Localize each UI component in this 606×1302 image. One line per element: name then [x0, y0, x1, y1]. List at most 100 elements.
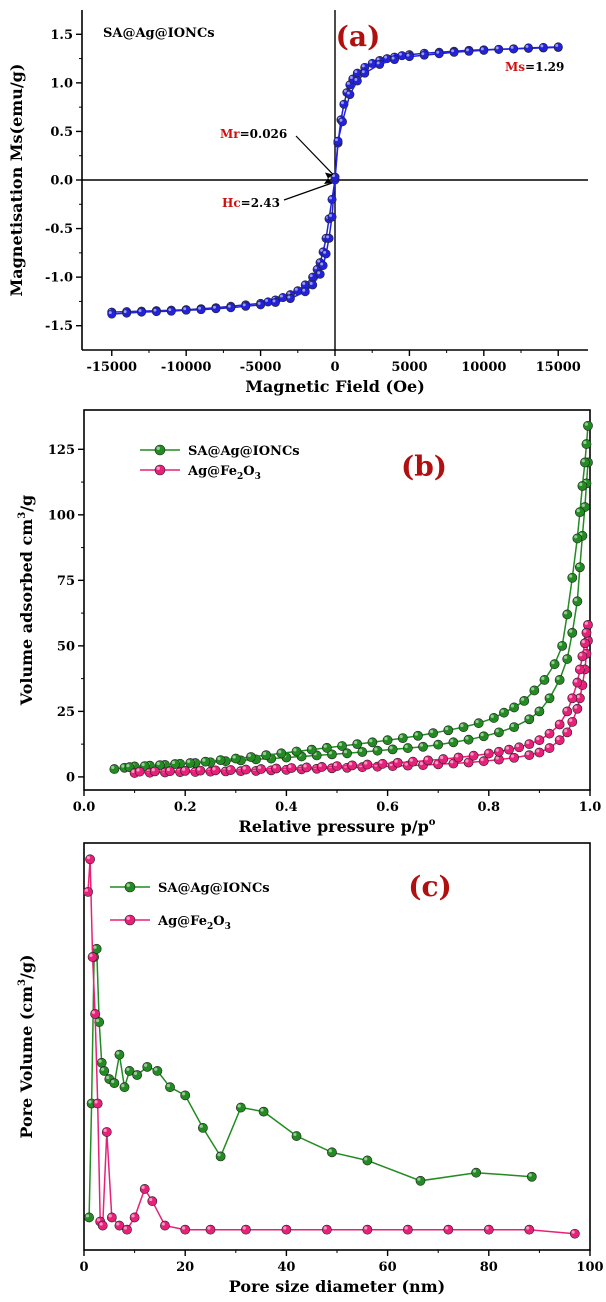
data-point-highlight: [121, 1083, 125, 1088]
data-point-highlight: [551, 660, 555, 665]
data-point-highlight: [154, 1067, 158, 1071]
data-point-highlight: [495, 729, 499, 733]
data-point-highlight: [317, 259, 321, 263]
data-point-highlight: [526, 716, 530, 720]
data-point: [129, 1212, 140, 1223]
hc-annotation: Hc=2.43: [222, 196, 280, 210]
data-point: [230, 753, 241, 764]
y-tick-label: -0.5: [45, 222, 73, 237]
x-tick-label: 15000: [536, 360, 581, 375]
data-point: [483, 1224, 494, 1235]
data-point-highlight: [262, 751, 267, 756]
data-point: [362, 1224, 373, 1235]
data-point-highlight: [404, 762, 408, 766]
data-point: [332, 761, 342, 772]
data-point-highlight: [576, 508, 580, 513]
data-point-highlight: [579, 482, 583, 487]
data-point-highlight: [536, 749, 540, 753]
data-point: [544, 693, 555, 704]
data-point: [276, 748, 287, 759]
data-point: [225, 765, 236, 775]
data-point-highlight: [583, 440, 587, 445]
data-point-highlight: [546, 695, 550, 699]
data-point-highlight: [569, 695, 573, 699]
data-point-highlight: [338, 742, 343, 746]
data-point-highlight: [359, 748, 363, 752]
data-point-highlight: [424, 757, 429, 761]
legend-label-sub: 3: [255, 472, 261, 482]
data-point: [195, 765, 206, 776]
data-point: [180, 1224, 191, 1235]
data-point-highlight: [346, 81, 350, 85]
data-point: [166, 306, 176, 316]
x-tick-label: 100: [576, 1260, 603, 1275]
data-point: [149, 766, 160, 777]
data-point-highlight: [166, 767, 171, 772]
data-point: [256, 764, 266, 774]
data-point-highlight: [510, 754, 515, 758]
data-point-highlight: [213, 305, 216, 309]
data-point-highlight: [108, 1214, 112, 1218]
data-point: [306, 744, 317, 755]
data-point-highlight: [302, 281, 306, 285]
data-point-highlight: [156, 761, 160, 766]
data-point: [534, 735, 545, 746]
data-point: [109, 764, 120, 774]
data-point: [99, 1066, 110, 1076]
data-point-highlight: [579, 653, 583, 657]
data-point-highlight: [288, 764, 292, 768]
ms-label: Ms: [505, 60, 525, 74]
data-point-highlight: [95, 1018, 100, 1023]
data-point: [577, 481, 588, 491]
data-point: [181, 305, 191, 315]
data-point-highlight: [583, 629, 587, 633]
data-point-highlight: [434, 761, 439, 765]
data-point-highlight: [86, 856, 91, 860]
panel-label: (c): [408, 870, 452, 903]
data-point: [241, 1224, 251, 1235]
data-point: [562, 609, 573, 620]
y-tick-label: 0.5: [50, 125, 73, 140]
data-point-highlight: [515, 744, 520, 748]
mr-annotation: Mr=0.026: [220, 127, 287, 141]
data-point-highlight: [584, 621, 588, 625]
data-point: [534, 706, 545, 717]
data-point-highlight: [197, 767, 201, 771]
data-point: [321, 1224, 332, 1235]
x-tick-label: 0: [79, 1260, 88, 1275]
data-point: [397, 733, 408, 744]
data-point: [572, 677, 583, 688]
data-point-highlight: [318, 763, 322, 767]
data-point-highlight: [106, 1075, 110, 1080]
data-point: [572, 533, 583, 544]
data-point-highlight: [242, 303, 246, 307]
x-tick-label: -5000: [240, 360, 282, 375]
data-point: [494, 727, 504, 738]
data-point-highlight: [320, 248, 324, 252]
data-point: [413, 730, 423, 741]
data-point-highlight: [434, 741, 439, 745]
data-point-highlight: [181, 767, 186, 771]
data-point: [443, 725, 454, 736]
data-point-highlight: [399, 52, 402, 56]
data-point: [360, 68, 370, 78]
data-point-highlight: [541, 676, 545, 680]
data-point-highlight: [546, 744, 550, 749]
data-point-highlight: [384, 736, 388, 741]
series-line: [114, 462, 589, 770]
data-point: [205, 1224, 216, 1235]
series-0: [109, 457, 593, 774]
data-point-highlight: [293, 748, 297, 752]
data-point-highlight: [460, 723, 464, 728]
data-point: [488, 713, 499, 723]
data-point: [337, 741, 347, 751]
legend-marker-highlight: [156, 446, 160, 450]
legend-label-sub: 2: [237, 472, 243, 482]
data-point-highlight: [131, 1214, 135, 1218]
data-point-highlight: [278, 750, 282, 754]
x-axis-label-sup: o: [429, 817, 436, 828]
data-point-highlight: [364, 761, 368, 765]
y-axis-label: Magnetisation Ms(emu/g): [7, 64, 26, 297]
data-point: [180, 765, 191, 776]
y-tick-label: 100: [48, 508, 75, 523]
